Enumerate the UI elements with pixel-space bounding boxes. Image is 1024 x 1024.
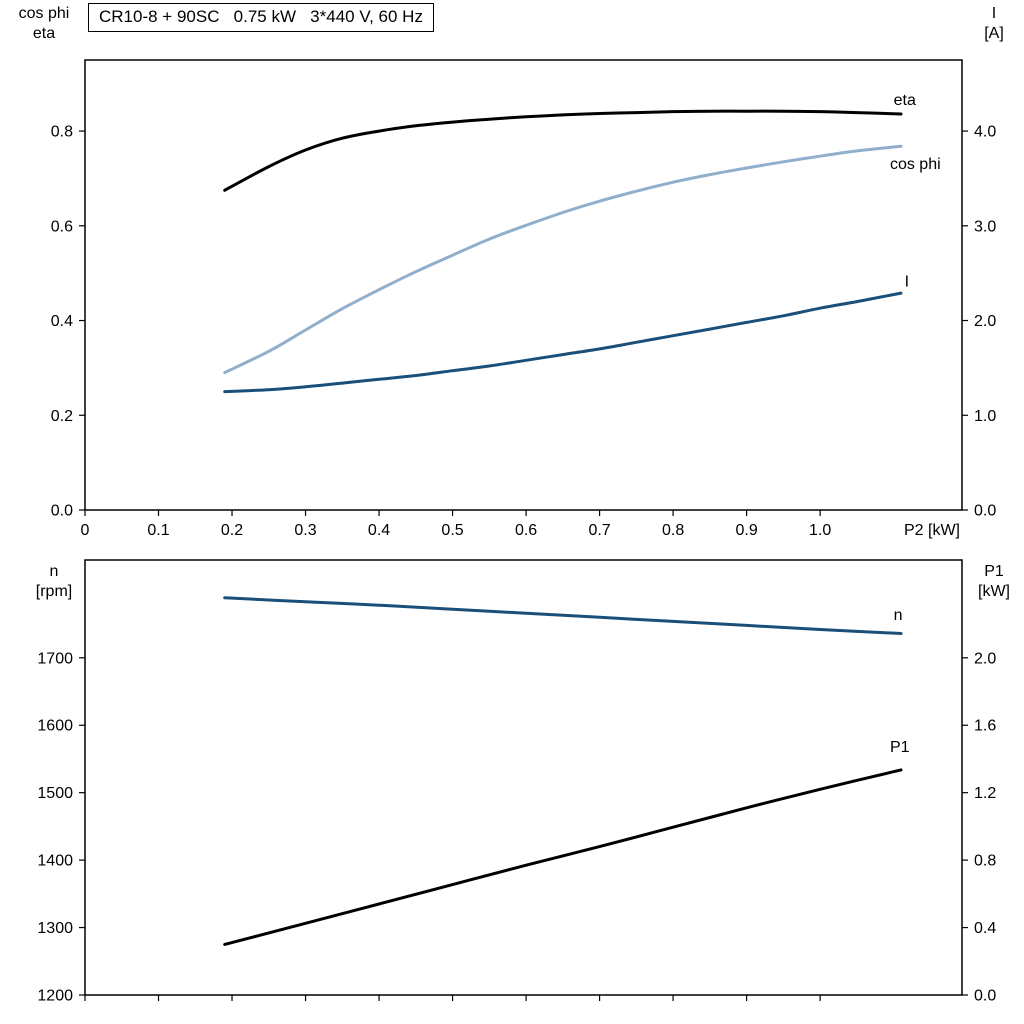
upper-right-axis-title: I [A]: [966, 4, 1022, 44]
right-tick-label: 3.0: [974, 218, 996, 235]
x-tick-label: 0.2: [221, 522, 243, 539]
curve-input-power: [223, 768, 903, 946]
x-tick-label: 0.3: [294, 522, 316, 539]
curve-cos-phi: [223, 144, 903, 375]
right-tick-label: 2.0: [974, 650, 996, 667]
curve-eta: [223, 109, 903, 192]
upper-performance-chart: 0 0.1 0.2 0.3 0.4 0.5 0.6 0.7 0.8 0.9 1.0 P2 [kW] 0.…: [51, 59, 996, 539]
x-tick-label: 1.0: [809, 522, 831, 539]
left-tick-label: 1600: [37, 718, 73, 735]
left-tick-label: 1200: [37, 988, 73, 1005]
left-axis-title-line2: eta: [32, 25, 56, 42]
left-axis-title-line2: [rpm]: [35, 583, 73, 600]
right-tick-label: 1.0: [974, 408, 996, 425]
x-tick-label: 0.9: [735, 522, 757, 539]
right-axis-title-line2: [kW]: [978, 583, 1010, 600]
left-tick-label: 0.0: [51, 503, 73, 520]
chart-title-box: CR10-8 + 90SC 0.75 kW 3*440 V, 60 Hz: [88, 3, 434, 32]
right-tick-label: 0.0: [974, 503, 996, 520]
right-tick-label: 0.4: [974, 920, 996, 937]
curve-speed: [223, 596, 903, 635]
x-tick-label: 0.5: [441, 522, 463, 539]
plot-frame: [84, 559, 963, 996]
x-tick-label: 0.8: [662, 522, 684, 539]
x-tick-label: 0.4: [368, 522, 390, 539]
left-tick-label: 0.2: [51, 408, 73, 425]
x-axis-title: P2 [kW]: [904, 522, 960, 539]
right-tick-label: 0.0: [974, 988, 996, 1005]
x-tick-label: 0.6: [515, 522, 537, 539]
right-tick-label: 0.8: [974, 853, 996, 870]
plot-frame: [84, 59, 963, 511]
curve-label-speed: n: [894, 607, 903, 624]
left-axis-title-line1: cos phi: [18, 5, 70, 22]
curve-current: [223, 291, 903, 394]
lower-performance-chart: 1200 1300 1400 1500 1600 1700 0.0 0.4 0.8 1.2 1.6 2…: [37, 559, 996, 1005]
left-axis-title-line1: n: [49, 563, 59, 580]
right-tick-label: 4.0: [974, 124, 996, 141]
left-tick-label: 1400: [37, 853, 73, 870]
right-axis-title-line1: I: [991, 5, 997, 22]
lower-right-axis-title: P1 [kW]: [966, 562, 1022, 602]
left-tick-label: 1700: [37, 650, 73, 667]
lower-left-axis-title: n [rpm]: [14, 562, 94, 602]
curve-label-eta: eta: [894, 92, 916, 109]
right-tick-label: 2.0: [974, 313, 996, 330]
left-tick-label: 0.8: [51, 124, 73, 141]
x-tick-label: 0.7: [588, 522, 610, 539]
right-tick-label: 1.6: [974, 718, 996, 735]
left-tick-label: 0.4: [51, 313, 73, 330]
x-tick-label: 0: [81, 522, 90, 539]
curve-label-current: I: [905, 273, 909, 290]
left-tick-label: 0.6: [51, 218, 73, 235]
right-axis-title-line1: P1: [984, 563, 1004, 580]
x-tick-label: 0.1: [147, 522, 169, 539]
curve-label-cos-phi: cos phi: [890, 156, 941, 173]
curve-label-input-power: P1: [890, 739, 910, 756]
left-tick-label: 1500: [37, 785, 73, 802]
left-tick-label: 1300: [37, 920, 73, 937]
right-tick-label: 1.2: [974, 785, 996, 802]
right-axis-title-line2: [A]: [984, 25, 1004, 42]
upper-left-axis-title: cos phi eta: [4, 4, 84, 44]
